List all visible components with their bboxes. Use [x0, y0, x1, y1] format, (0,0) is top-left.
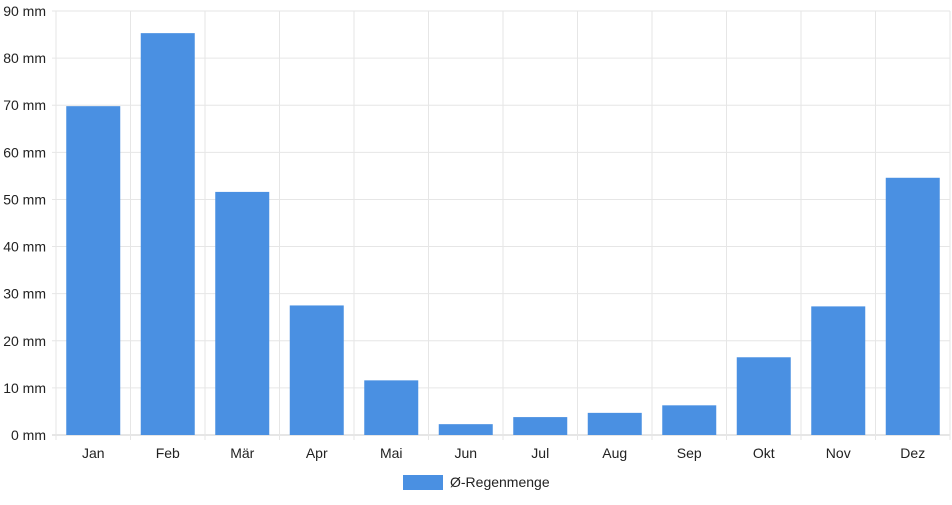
- legend[interactable]: Ø-Regenmenge: [403, 474, 550, 490]
- bar-nov[interactable]: [811, 306, 866, 435]
- bar-apr[interactable]: [289, 305, 344, 435]
- x-tick-label: Apr: [306, 445, 328, 461]
- bar-feb[interactable]: [140, 33, 195, 436]
- y-tick-label: 50 mm: [3, 191, 46, 207]
- x-tick-label: Jul: [531, 445, 549, 461]
- bar-mär[interactable]: [215, 191, 270, 435]
- bar-jan[interactable]: [66, 106, 121, 436]
- x-tick-label: Sep: [677, 445, 702, 461]
- y-tick-label: 30 mm: [3, 286, 46, 302]
- bar-mai[interactable]: [364, 380, 419, 435]
- y-tick-label: 40 mm: [3, 239, 46, 255]
- y-tick-label: 20 mm: [3, 333, 46, 349]
- bar-jun[interactable]: [438, 424, 493, 435]
- y-tick-label: 0 mm: [11, 427, 46, 443]
- y-tick-label: 80 mm: [3, 50, 46, 66]
- x-tick-label: Mär: [230, 445, 254, 461]
- bar-okt[interactable]: [736, 357, 791, 435]
- x-tick-label: Aug: [602, 445, 627, 461]
- legend-label[interactable]: Ø-Regenmenge: [450, 474, 550, 490]
- x-tick-label: Mai: [380, 445, 403, 461]
- grid-layer: [52, 10, 951, 440]
- y-tick-label: 70 mm: [3, 97, 46, 113]
- x-tick-label: Jan: [82, 445, 105, 461]
- x-tick-label: Jun: [454, 445, 477, 461]
- bar-sep[interactable]: [662, 405, 717, 435]
- x-tick-label: Dez: [900, 445, 925, 461]
- y-tick-label: 10 mm: [3, 380, 46, 396]
- y-tick-label: 90 mm: [3, 3, 46, 19]
- y-tick-label: 60 mm: [3, 144, 46, 160]
- x-tick-label: Feb: [156, 445, 180, 461]
- bar-aug[interactable]: [587, 412, 642, 435]
- x-tick-label: Nov: [826, 445, 851, 461]
- x-tick-label: Okt: [753, 445, 775, 461]
- x-axis-tick-labels: Jan Feb Mär Apr Mai Jun Jul Aug Sep Okt Nov Dez: [82, 445, 925, 461]
- y-axis-tick-labels: 0 mm 10 mm 20 mm 30 mm 40 mm 50 mm 60 mm 70 mm 8…: [3, 3, 46, 443]
- bar-dez[interactable]: [885, 177, 940, 436]
- bar-jul[interactable]: [513, 417, 568, 435]
- bar-layer: [66, 33, 940, 436]
- legend-swatch[interactable]: [403, 475, 443, 490]
